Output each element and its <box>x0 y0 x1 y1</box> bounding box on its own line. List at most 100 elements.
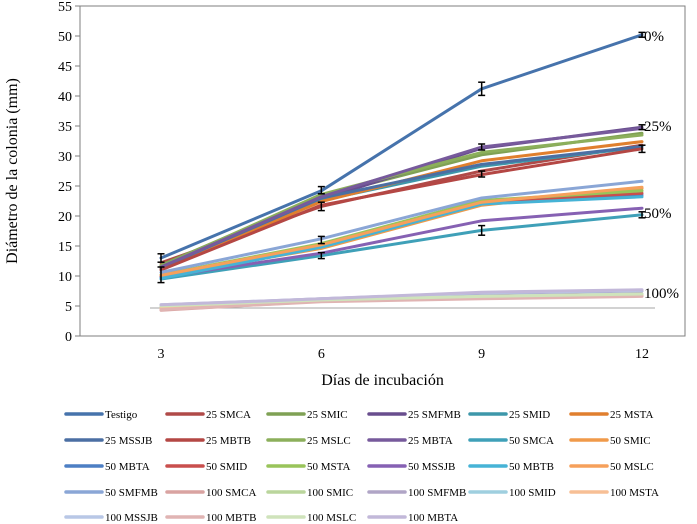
legend-item: 25 MBTB <box>165 435 251 447</box>
plot-area: 0% 25% 50% 100% <box>150 29 679 312</box>
x-tick-label: 9 <box>478 347 485 362</box>
y-tick-label: 45 <box>58 60 72 75</box>
legend-label: 100 SMCA <box>206 487 256 499</box>
legend-item: 100 MBTA <box>367 512 458 524</box>
y-tick-label: 15 <box>58 240 72 255</box>
legend-label: 100 SMFMB <box>408 487 466 499</box>
legend-label: 50 SMCA <box>509 435 554 447</box>
legend-label: 50 MSLC <box>610 461 654 473</box>
percent-annotation: 25% <box>644 119 672 135</box>
y-tick-label: 20 <box>58 210 72 225</box>
legend-label: 25 SMCA <box>206 409 251 421</box>
series-line <box>159 33 644 260</box>
legend-item: 100 SMIC <box>266 487 353 499</box>
series-line <box>159 294 644 312</box>
error-bar <box>157 253 165 263</box>
series-line <box>159 179 644 274</box>
y-tick-label: 10 <box>58 270 72 285</box>
error-bar <box>317 251 325 260</box>
legend-item: 50 MSLC <box>569 461 654 473</box>
legend-item: 50 SMID <box>165 461 247 473</box>
x-tick-label: 6 <box>318 347 325 362</box>
legend-label: 100 MBTA <box>408 512 458 524</box>
y-tick-label: 55 <box>58 0 72 15</box>
y-tick-label: 0 <box>65 330 72 345</box>
error-bar <box>317 201 325 212</box>
series-line <box>159 144 644 270</box>
legend-label: 100 MSTA <box>610 487 659 499</box>
y-axis-title: Diámetro de la colonia (mm) <box>4 78 21 264</box>
legend-label: 25 MBTB <box>206 435 251 447</box>
legend-label: 50 SMFMB <box>105 487 158 499</box>
legend-item: 100 MSLC <box>266 512 356 524</box>
y-tick-label: 50 <box>58 30 72 45</box>
error-bar <box>478 143 486 151</box>
legend-item: 25 MSSJB <box>64 435 152 447</box>
plot-frame <box>79 5 686 337</box>
series-line <box>159 145 644 271</box>
legend-item: 100 MBTB <box>165 512 256 524</box>
legend-item: 25 SMCA <box>165 409 251 421</box>
y-tick-label: 40 <box>58 90 72 105</box>
legend-item: 25 SMFMB <box>367 409 461 421</box>
legend-item: Testigo <box>64 409 138 421</box>
legend-label: 100 MSSJB <box>105 512 158 524</box>
legend-label: 50 SMID <box>206 461 247 473</box>
y-tick-label: 30 <box>58 150 72 165</box>
legend-item: 100 SMID <box>468 487 556 499</box>
error-bar <box>157 266 165 284</box>
axes: 0 5 10 15 20 25 30 35 40 45 50 55 3 6 9 12 <box>58 0 686 362</box>
legend-item: 50 MBTB <box>468 461 554 473</box>
legend-label: 25 MSTA <box>610 409 653 421</box>
series-line <box>159 206 644 279</box>
x-tick-label: 3 <box>158 347 165 362</box>
legend-label: 25 MBTA <box>408 435 453 447</box>
legend-item: 25 MSTA <box>569 409 653 421</box>
error-bar <box>317 185 325 195</box>
legend-label: 25 SMFMB <box>408 409 461 421</box>
series-line <box>159 213 644 281</box>
x-axis-title: Días de incubación <box>321 372 444 389</box>
legend-item: 25 MSLC <box>266 435 351 447</box>
x-tick-label: 12 <box>635 347 649 362</box>
series-line <box>159 195 644 280</box>
y-tick-label: 35 <box>58 120 72 135</box>
legend-item: 100 MSTA <box>569 487 659 499</box>
legend-item: 100 SMCA <box>165 487 256 499</box>
error-bar <box>317 235 325 245</box>
percent-annotation: 0% <box>644 29 664 45</box>
legend-item: 50 MSTA <box>266 461 350 473</box>
legend-label: 100 SMID <box>509 487 556 499</box>
legend-label: 100 SMIC <box>307 487 353 499</box>
legend-item: 25 SMID <box>468 409 550 421</box>
series-line <box>159 288 644 307</box>
legend-item: 100 SMFMB <box>367 487 466 499</box>
error-bar <box>478 224 486 236</box>
legend-item: 50 MBTA <box>64 461 150 473</box>
legend-label: 50 MSSJB <box>408 461 455 473</box>
legend-label: Testigo <box>105 409 138 421</box>
legend-label: 25 SMID <box>509 409 550 421</box>
error-bar <box>638 211 646 219</box>
legend-item: 50 MSSJB <box>367 461 455 473</box>
legend-label: 50 MBTB <box>509 461 554 473</box>
legend-item: 25 MBTA <box>367 435 453 447</box>
legend-label: 25 MSSJB <box>105 435 152 447</box>
series-line <box>159 143 644 265</box>
legend-label: 100 MSLC <box>307 512 356 524</box>
legend-label: 50 MSTA <box>307 461 350 473</box>
error-bar <box>478 81 486 97</box>
percent-annotation: 100% <box>644 286 679 302</box>
error-bar <box>638 31 646 38</box>
error-bar <box>478 170 486 178</box>
series-line <box>159 126 644 269</box>
error-bar <box>638 144 646 154</box>
series-line <box>159 147 644 272</box>
legend-label: 100 MBTB <box>206 512 256 524</box>
percent-annotation: 50% <box>644 206 672 222</box>
legend-label: 50 SMIC <box>610 435 651 447</box>
error-bar <box>638 124 646 131</box>
legend-item: 50 SMIC <box>569 435 651 447</box>
legend-item: 25 SMIC <box>266 409 348 421</box>
